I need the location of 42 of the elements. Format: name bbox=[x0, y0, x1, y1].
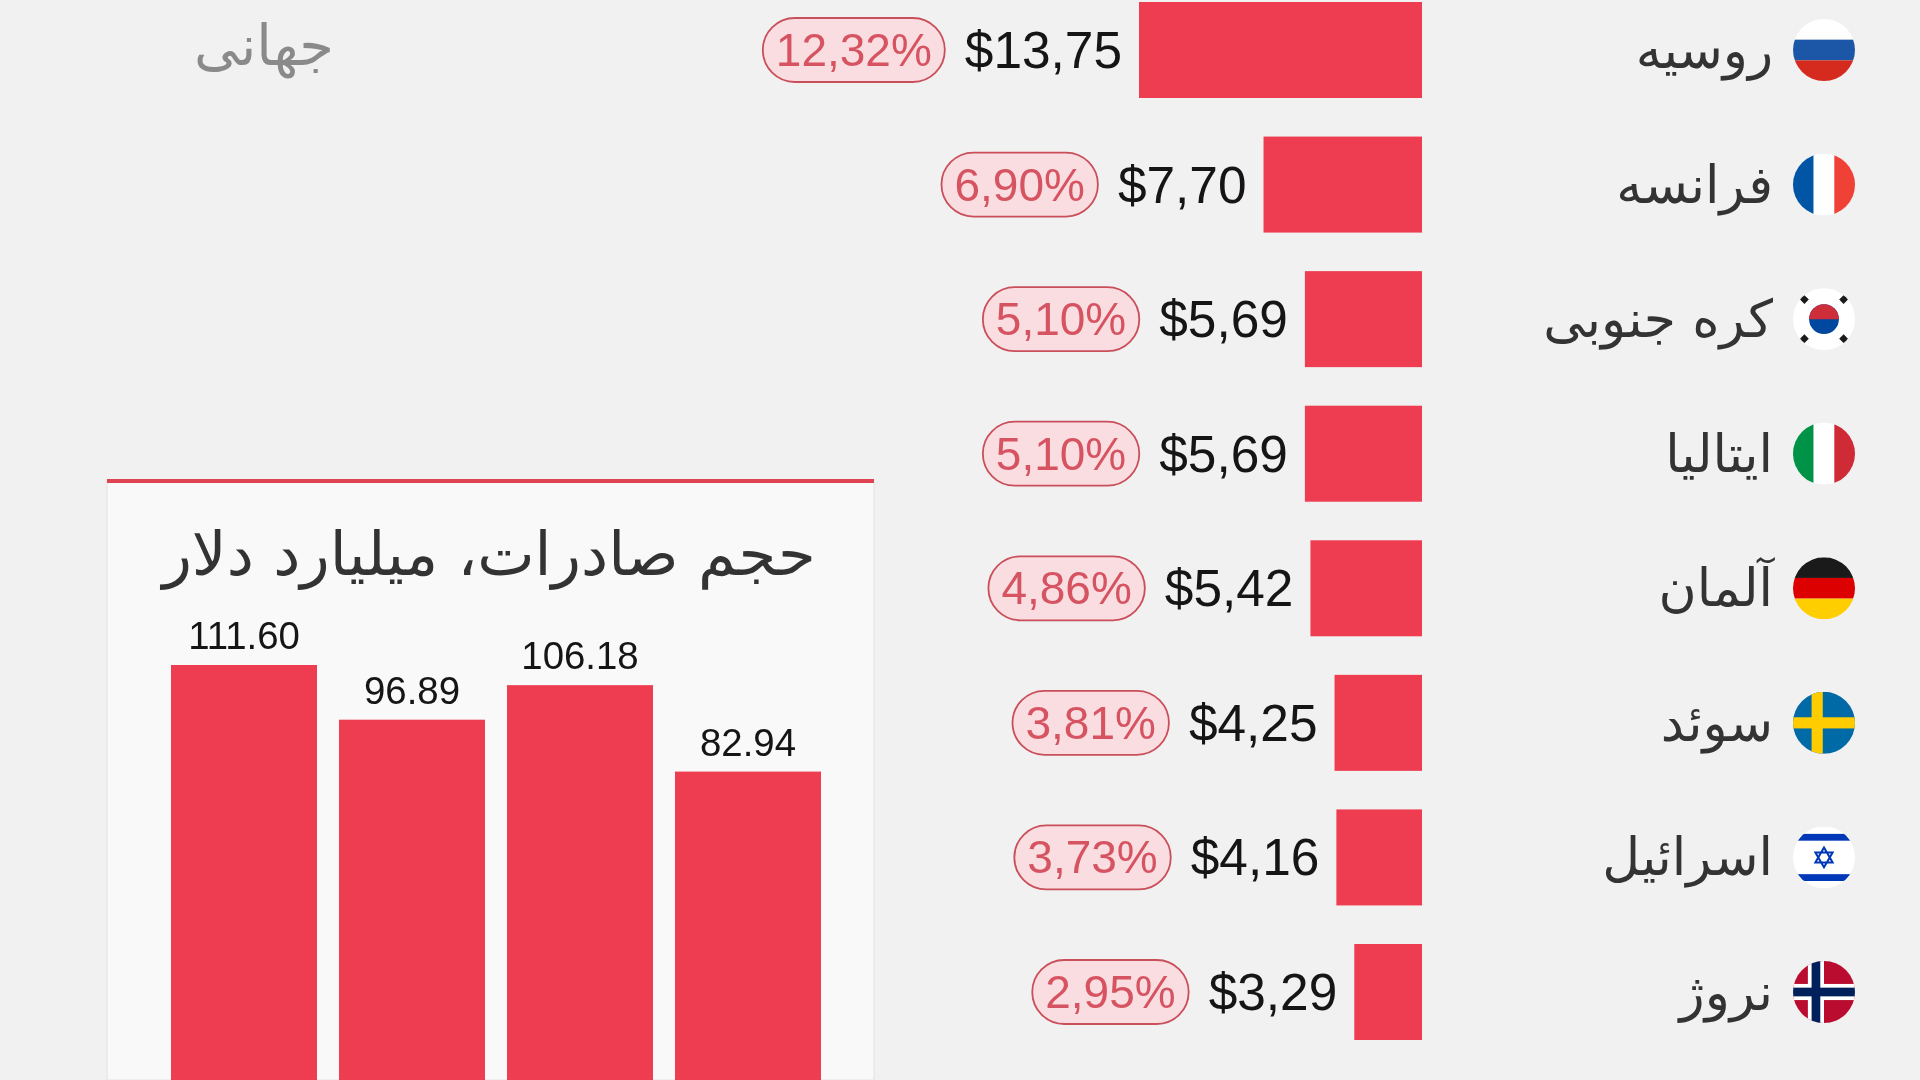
bar bbox=[1334, 674, 1422, 771]
bar bbox=[339, 719, 485, 1080]
data-label: 111.60 bbox=[188, 614, 300, 657]
bar bbox=[171, 665, 317, 1080]
y-tick-label: فرانسه bbox=[1616, 154, 1773, 216]
data-label: $4,16 bbox=[1190, 828, 1320, 887]
bar bbox=[1304, 405, 1422, 502]
data-label: $5,69 bbox=[1159, 290, 1288, 349]
bar bbox=[1304, 271, 1422, 368]
data-label: $5,69 bbox=[1159, 424, 1288, 483]
bar bbox=[675, 771, 821, 1080]
y-tick-label: سوئد bbox=[1660, 692, 1773, 754]
data-label: 82.94 bbox=[699, 720, 797, 764]
bar bbox=[1310, 540, 1422, 637]
data-label: $7,70 bbox=[1117, 155, 1247, 214]
text: 5,10% bbox=[995, 427, 1127, 480]
text: 6,90% bbox=[954, 158, 1085, 211]
chart-title: حجم صادرات، میلیارد دلار bbox=[159, 517, 816, 590]
text: 4,86% bbox=[1001, 562, 1132, 615]
bar bbox=[1139, 2, 1422, 98]
text: جهانی bbox=[194, 12, 334, 79]
y-tick-label: اسرائیل bbox=[1602, 827, 1773, 889]
data-label: $4,25 bbox=[1188, 693, 1318, 752]
y-tick-label: آلمان bbox=[1658, 556, 1776, 619]
y-tick-label: ایتالیا bbox=[1665, 423, 1773, 484]
data-label: $3,29 bbox=[1208, 963, 1338, 1021]
data-label: 96.89 bbox=[363, 668, 461, 712]
bar bbox=[507, 685, 653, 1080]
data-label: $13,75 bbox=[964, 21, 1122, 79]
bar bbox=[1263, 136, 1422, 233]
text: 12,32% bbox=[775, 24, 932, 76]
bar bbox=[1354, 944, 1422, 1040]
annotation: 3,73% bbox=[1027, 831, 1158, 884]
text: 5,10% bbox=[995, 293, 1127, 346]
annotation: 3,81% bbox=[1025, 696, 1156, 749]
y-tick-label: کره جنوبی bbox=[1543, 289, 1774, 351]
y-tick-label: روسیه bbox=[1635, 20, 1773, 81]
data-label: $5,42 bbox=[1164, 559, 1294, 618]
annotation: 2,95% bbox=[1045, 966, 1176, 1018]
bar bbox=[1336, 809, 1422, 906]
data-label: 106.18 bbox=[521, 634, 639, 678]
y-tick-label: نروژ bbox=[1676, 962, 1773, 1023]
